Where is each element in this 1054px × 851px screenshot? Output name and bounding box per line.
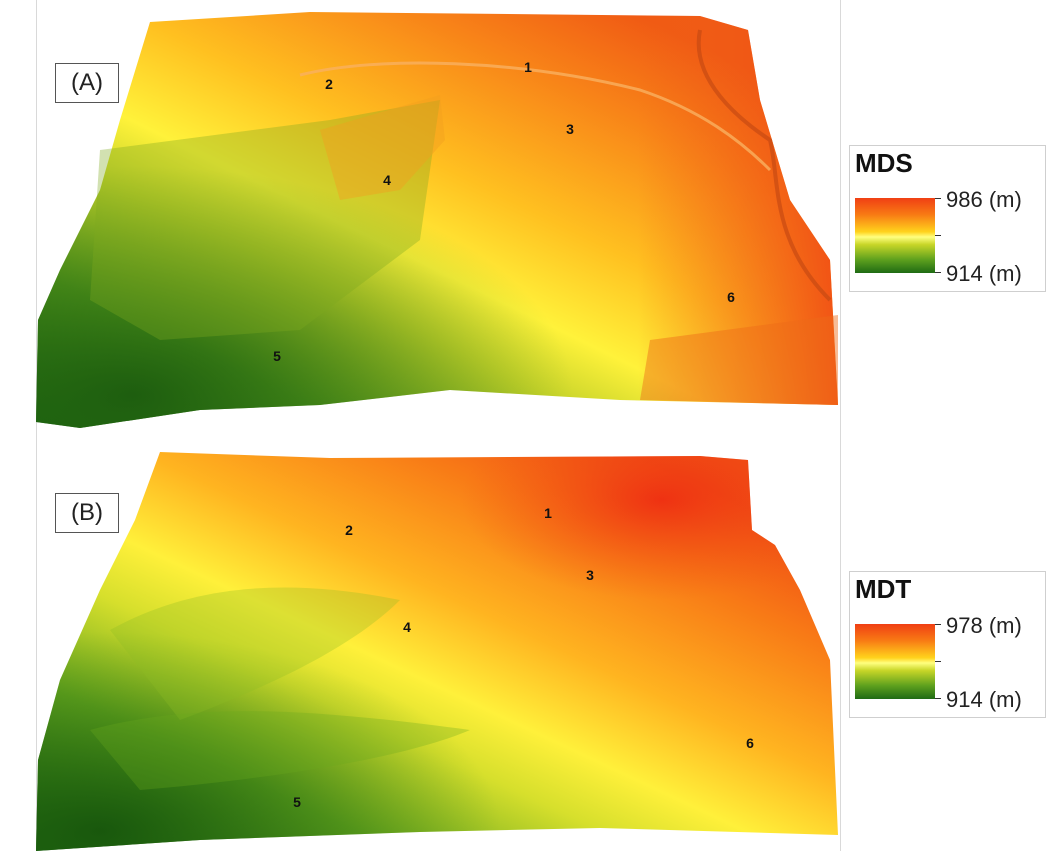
- legend-color-ramp: [855, 624, 935, 699]
- legend-tick-mid: [935, 661, 941, 662]
- mdt-legend: MDT 978 (m) 914 (m): [849, 571, 1046, 718]
- mdt-terrain-map: [36, 452, 838, 851]
- panel-b-terrain-model: (B) 1 2 3 4 5 6 MDT 978 (m) 914 (m): [0, 430, 1054, 851]
- frame-line-right: [840, 0, 841, 851]
- map-marker-2: 2: [345, 522, 353, 538]
- panel-label-b: (B): [55, 493, 119, 533]
- legend-tick-min: [935, 698, 941, 699]
- legend-tick-max: [935, 624, 941, 625]
- map-marker-5: 5: [273, 348, 281, 364]
- map-marker-6: 6: [746, 735, 754, 751]
- legend-min-value: 914 (m): [946, 261, 1022, 286]
- legend-color-ramp: [855, 198, 935, 273]
- legend-tick-mid: [935, 235, 941, 236]
- mds-legend: MDS 986 (m) 914 (m): [849, 145, 1046, 292]
- legend-tick-min: [935, 272, 941, 273]
- map-marker-5: 5: [293, 794, 301, 810]
- frame-line-left: [36, 0, 37, 851]
- map-marker-4: 4: [403, 619, 411, 635]
- mds-terrain-map: [36, 12, 838, 428]
- panel-a-surface-model: (A) 1 2 3 4 5 6 MDS 986 (m) 914 (m): [36, 12, 1046, 428]
- legend-min-value: 914 (m): [946, 687, 1022, 712]
- map-marker-2: 2: [325, 76, 333, 92]
- legend-max-value: 978 (m): [946, 613, 1022, 638]
- map-marker-1: 1: [544, 505, 552, 521]
- legend-title: MDT: [855, 574, 912, 604]
- map-marker-4: 4: [383, 172, 391, 188]
- map-marker-3: 3: [566, 121, 574, 137]
- legend-tick-max: [935, 198, 941, 199]
- panel-label-a: (A): [55, 63, 119, 103]
- map-marker-6: 6: [727, 289, 735, 305]
- map-marker-1: 1: [524, 59, 532, 75]
- map-marker-3: 3: [586, 567, 594, 583]
- legend-title: MDS: [855, 148, 913, 178]
- legend-max-value: 986 (m): [946, 187, 1022, 212]
